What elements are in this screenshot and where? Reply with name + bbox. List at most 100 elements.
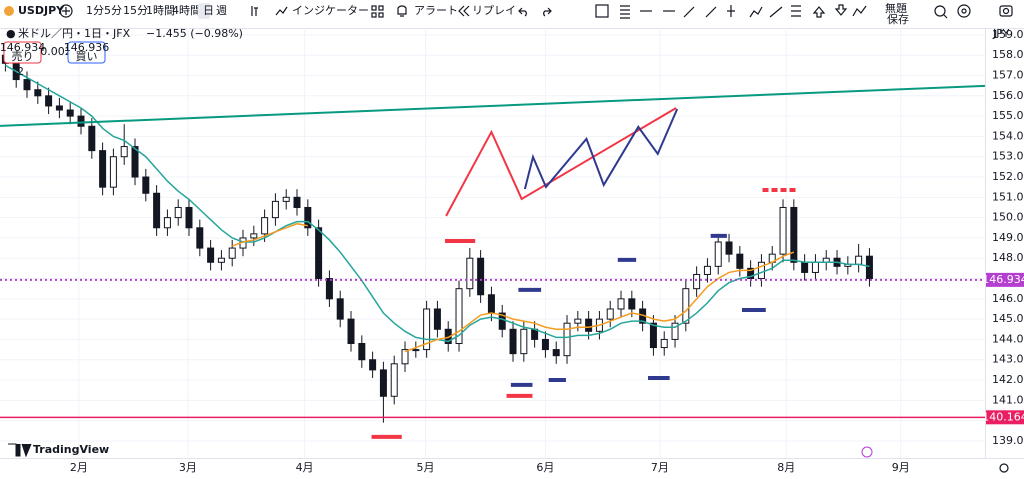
candle-body: [88, 125, 96, 152]
interval[interactable]: 5分: [104, 4, 122, 17]
y-tick-label: 149.0: [992, 231, 1024, 244]
candle-body: [77, 115, 85, 127]
drawing-tools[interactable]: [595, 4, 867, 19]
candle-body: [196, 227, 204, 249]
y-tick-label: 151.0: [992, 190, 1024, 203]
interval[interactable]: 週: [216, 4, 227, 17]
symbol[interactable]: USDJPY: [18, 4, 65, 17]
buy-button[interactable]: [67, 41, 106, 64]
candle-body: [811, 261, 819, 273]
layout-name[interactable]: 無題: [885, 1, 907, 15]
add-symbol[interactable]: [59, 4, 73, 18]
candle-body: [66, 109, 74, 117]
event-icon[interactable]: [861, 446, 873, 458]
candle-body: [120, 146, 128, 158]
price-label: 146.934: [982, 273, 1024, 286]
interval[interactable]: 日: [203, 4, 214, 17]
sell-price[interactable]: 146.934: [0, 41, 45, 54]
candle-body: [520, 328, 528, 355]
trend-drawing: [523, 108, 679, 190]
spread: 0.002: [40, 45, 72, 58]
settings-icon[interactable]: [999, 463, 1009, 473]
y-tick-label: 158.0: [992, 48, 1024, 61]
candle-body: [34, 89, 42, 97]
y-tick-label: 150.0: [992, 211, 1024, 224]
candle-body: [671, 322, 679, 340]
alert-icon[interactable]: [397, 5, 407, 17]
candle-body: [325, 278, 333, 300]
interval[interactable]: 1分: [86, 4, 104, 17]
candle-body: [487, 294, 495, 314]
marker-label: 2: [17, 65, 24, 78]
x-tick-label: 6月: [536, 461, 554, 474]
y-tick-label: 146.0: [992, 292, 1024, 305]
symbol-icon: [4, 6, 14, 16]
sell-button[interactable]: [3, 41, 42, 64]
candle-body: [412, 349, 420, 352]
replay[interactable]: リプレイ: [472, 4, 516, 17]
candle-body: [174, 206, 182, 219]
candle-body: [271, 200, 279, 219]
trend-drawing: [445, 107, 677, 217]
candle-body: [498, 312, 506, 330]
brand-logo: [8, 443, 32, 458]
candle-body: [45, 95, 53, 107]
indicators[interactable]: インジケーター: [292, 4, 369, 17]
interval-active: [198, 3, 210, 19]
candle-body: [455, 288, 463, 344]
replay-icon[interactable]: [458, 5, 470, 17]
chart-type[interactable]: [251, 6, 258, 16]
buy-label[interactable]: 買い: [76, 50, 98, 63]
y-tick-label: 157.0: [992, 69, 1024, 82]
candle-body: [736, 253, 744, 269]
interval[interactable]: 1時間: [146, 4, 175, 17]
y-tick-label: 141.0: [992, 393, 1024, 406]
candle-body: [585, 318, 593, 332]
layout-icon[interactable]: [371, 5, 384, 18]
y-tick-label: 144.0: [992, 332, 1024, 345]
y-tick-label: 145.0: [992, 312, 1024, 325]
buy-price[interactable]: 146.936: [64, 41, 110, 54]
redo[interactable]: [543, 7, 552, 17]
top-icons[interactable]: [934, 4, 1013, 19]
brand: TradingView: [33, 443, 109, 456]
candle-body: [423, 308, 431, 351]
candle-body: [401, 349, 409, 365]
candle-body: [369, 359, 377, 371]
candle-body: [617, 298, 625, 310]
candle-body: [574, 318, 582, 324]
candle-body: [250, 233, 258, 239]
candle-body: [23, 79, 31, 91]
candle-body: [649, 322, 657, 349]
undo[interactable]: [518, 7, 527, 17]
x-tick-label: 7月: [651, 461, 669, 474]
candle-body: [552, 349, 560, 357]
interval[interactable]: 15分: [123, 4, 148, 17]
interval[interactable]: 4時間: [172, 4, 201, 17]
x-tick-label: 3月: [179, 461, 197, 474]
candle-body: [282, 196, 290, 202]
y-tick-label: 154.0: [992, 129, 1024, 142]
symbol-dot: ●: [6, 27, 16, 40]
save-state[interactable]: 保存: [887, 12, 909, 26]
x-tick-label: 4月: [296, 461, 314, 474]
candle-body: [336, 298, 344, 320]
candle-body: [725, 241, 733, 255]
candle-body: [466, 257, 474, 290]
candle-body: [855, 255, 863, 265]
indicator-icon[interactable]: [275, 6, 288, 16]
x-tick-label: 5月: [417, 461, 435, 474]
y-tick-label: 153.0: [992, 150, 1024, 163]
candle-body: [153, 192, 161, 229]
candle-body: [714, 241, 722, 267]
candle-body: [207, 247, 215, 263]
candle-body: [790, 206, 798, 263]
x-tick-label: 8月: [777, 461, 795, 474]
y-tick-label: 159.0: [992, 28, 1024, 41]
candle-body: [99, 150, 107, 188]
y-tick-label: 143.0: [992, 353, 1024, 366]
candle-body: [347, 318, 355, 344]
sell-label[interactable]: 売り: [12, 50, 34, 63]
alerts[interactable]: アラート: [414, 4, 458, 17]
